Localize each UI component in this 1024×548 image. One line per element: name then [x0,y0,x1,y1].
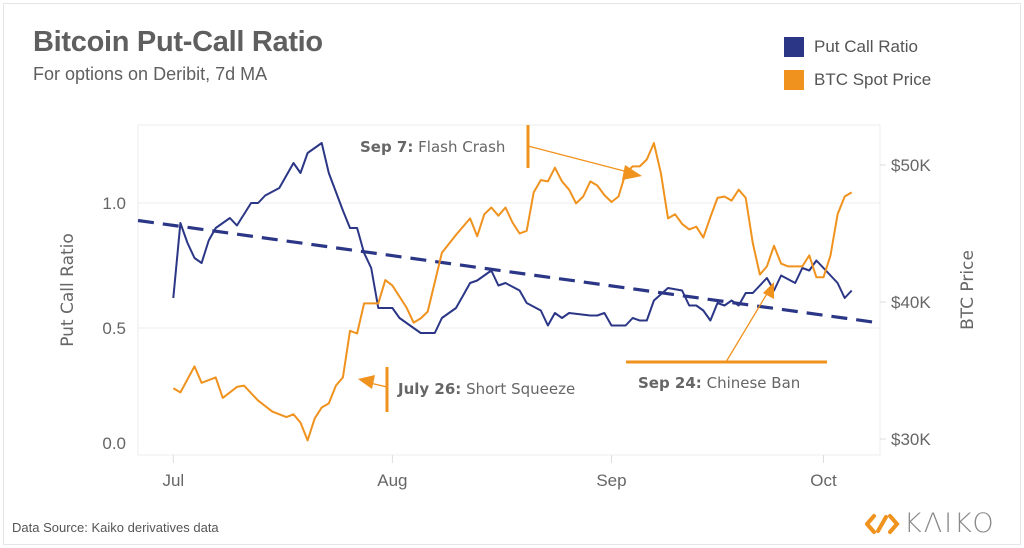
annotation-arrow-short-squeeze [358,375,375,389]
series-line-put-call-ratio [172,142,853,334]
legend-label: BTC Spot Price [814,69,932,89]
annotation-arrow-chinese-ban [763,282,774,299]
series-line-btc-spot-price [172,142,853,442]
legend-item-put-call-ratio[interactable]: Put Call Ratio [784,30,931,63]
annotation-text: Chinese Ban [707,374,801,392]
y-right-tick-label: $40K [891,293,931,312]
y-left-tick-label: 1.0 [102,194,126,213]
y-left-tick-label: 0.5 [102,319,126,338]
annotation-text: Flash Crash [418,138,505,156]
x-tick-label: Oct [810,471,837,490]
chart-frame [3,3,1021,545]
annotation-date: Sep 7: [360,138,413,156]
data-source-note: Data Source: Kaiko derivatives data [12,520,219,535]
y-left-tick-label: 0.0 [102,434,126,453]
x-tick-label: Jul [162,471,184,490]
y-right-axis-title: BTC Price [958,250,978,330]
annotation-leader-flash-crash [527,145,629,173]
annotation-flash-crash: Sep 7: Flash Crash [360,138,505,156]
annotation-date: Sep 24: [638,374,702,392]
y-left-axis-title: Put Call Ratio [58,233,78,347]
legend-swatch-btc-spot-price [784,69,804,90]
kaiko-logo-text: KΛIKO [904,508,996,539]
annotation-short-squeeze: July 26: Short Squeeze [397,380,575,398]
annotation-text: Short Squeeze [466,380,575,398]
annotation-arrow-flash-crash [622,165,642,180]
legend: Put Call Ratio BTC Spot Price [784,30,931,96]
kaiko-logo: KΛIKO [864,508,996,539]
plot-area [137,124,881,456]
x-tick-label: Aug [377,471,407,490]
y-right-tick-label: $30K [891,430,931,449]
trendline-put-call-ratio [137,218,881,325]
legend-label: Put Call Ratio [814,36,918,56]
x-tick-label: Sep [596,471,626,490]
y-right-tick-label: $50K [891,156,931,175]
annotation-leader-chinese-ban [725,291,769,363]
annotation-chinese-ban: Sep 24: Chinese Ban [638,374,800,392]
chart-subtitle: For options on Deribit, 7d MA [33,64,268,84]
kaiko-logo-icon [865,513,900,534]
legend-swatch-put-call-ratio [784,36,804,57]
legend-item-btc-spot-price[interactable]: BTC Spot Price [784,63,931,96]
annotation-date: July 26: [397,380,461,398]
chart-title: Bitcoin Put-Call Ratio [33,26,323,58]
